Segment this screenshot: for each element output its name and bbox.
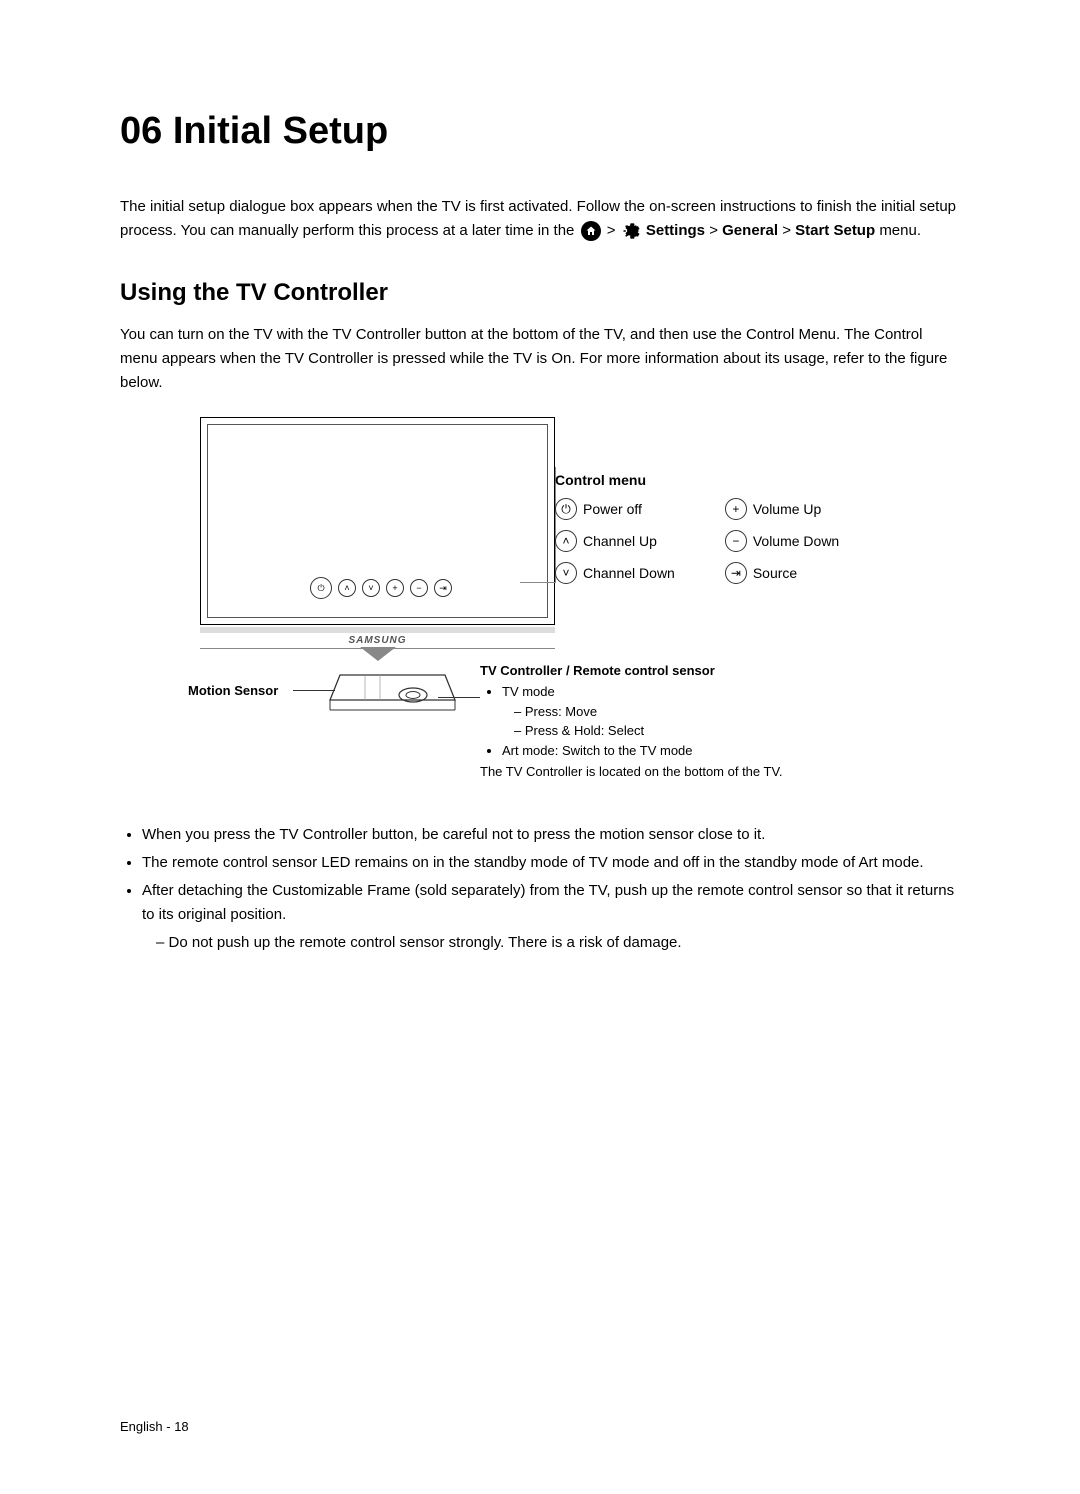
path-sep-1: >: [607, 222, 620, 239]
note-a: The: [480, 764, 506, 779]
control-item-chup: ˄ Channel Up: [555, 530, 675, 552]
list-item: When you press the TV Controller button,…: [142, 823, 960, 847]
tv-mode-label: TV mode: [502, 684, 555, 699]
tv-stand: [360, 647, 396, 661]
controller-title: TV Controller / Remote control sensor: [480, 663, 960, 678]
controller-leader-line: [438, 697, 480, 698]
art-mode-bold: Art mode: [502, 743, 555, 758]
sensor-detail-diagram: [325, 665, 460, 717]
leader-line-h: [520, 582, 556, 583]
menu-source-icon: ⇥: [434, 579, 452, 597]
list-item: Do not push up the remote control sensor…: [156, 931, 960, 955]
path-general: General: [722, 222, 778, 239]
subpara-1c: appears when the TV Controller is presse…: [120, 350, 947, 391]
b1b: TV Controller: [279, 826, 367, 843]
tv-frame: ⏻ ˄ ˅ + − ⇥: [200, 417, 555, 625]
control-label: Volume Down: [753, 533, 839, 549]
control-menu-title: Control menu: [555, 472, 839, 488]
list-item: TV mode Press: Move Press & Hold: Select: [502, 682, 960, 741]
control-label: Channel Down: [583, 565, 675, 581]
plus-icon: +: [725, 498, 747, 520]
control-menu-block: Control menu ⏻ Power off + Volume Up ˄ C…: [555, 472, 839, 584]
note-b: TV Controller: [506, 764, 583, 779]
menu-down-icon: ˅: [362, 579, 380, 597]
chev-up-icon: ˄: [555, 530, 577, 552]
path-sep-2: >: [709, 222, 722, 239]
menu-plus-icon: +: [386, 579, 404, 597]
path-settings: Settings: [646, 222, 705, 239]
intro-menu-suffix: menu.: [879, 222, 921, 239]
figure-area: ⏻ ˄ ˅ + − ⇥ SAMSUNG Control menu ⏻ Power…: [120, 417, 960, 807]
chev-down-icon: ˅: [555, 562, 577, 584]
path-sep-3: >: [782, 222, 795, 239]
control-item-power: ⏻ Power off: [555, 498, 675, 520]
source-icon: ⇥: [725, 562, 747, 584]
samsung-label: SAMSUNG: [200, 627, 555, 649]
motion-sensor-label: Motion Sensor: [188, 683, 278, 698]
control-grid: ⏻ Power off + Volume Up ˄ Channel Up − V…: [555, 498, 839, 584]
note-c: is located on the bottom of the TV.: [582, 764, 782, 779]
list-item: The remote control sensor LED remains on…: [142, 851, 960, 875]
subpara-1b: button at the bottom of the TV, and then…: [421, 326, 874, 343]
list-item: After detaching the Customizable Frame (…: [142, 879, 960, 955]
b1a: When you press the: [142, 826, 279, 843]
menu-minus-icon: −: [410, 579, 428, 597]
control-item-volup: + Volume Up: [725, 498, 839, 520]
control-label: Volume Up: [753, 501, 821, 517]
control-label: Source: [753, 565, 797, 581]
control-item-source: ⇥ Source: [725, 562, 839, 584]
power-icon: ⏻: [555, 498, 577, 520]
control-label: Channel Up: [583, 533, 657, 549]
controller-list: TV mode Press: Move Press & Hold: Select…: [480, 682, 960, 760]
control-label: Power off: [583, 501, 642, 517]
path-start-setup: Start Setup: [795, 222, 875, 239]
b1c: button, be careful not to press the moti…: [368, 826, 766, 843]
onscreen-menu-strip: ⏻ ˄ ˅ + − ⇥: [310, 577, 452, 599]
subheading: Using the TV Controller: [120, 279, 960, 307]
controller-note: The TV Controller is located on the bott…: [480, 764, 960, 779]
home-icon: [581, 221, 601, 241]
menu-power-icon: ⏻: [310, 577, 332, 599]
control-item-chdown: ˅ Channel Down: [555, 562, 675, 584]
page-footer: English - 18: [120, 1419, 189, 1434]
control-item-voldown: − Volume Down: [725, 530, 839, 552]
art-mode-text: : Switch to the TV mode: [555, 743, 693, 758]
list-item: Art mode: Switch to the TV mode: [502, 741, 960, 761]
menu-up-icon: ˄: [338, 579, 356, 597]
bullet-list: When you press the TV Controller button,…: [120, 823, 960, 955]
list-item: Press: Move: [514, 702, 960, 722]
controller-block: TV Controller / Remote control sensor TV…: [480, 663, 960, 779]
subpara-1a: You can turn on the TV with the: [120, 326, 332, 343]
tv-screen: ⏻ ˄ ˅ + − ⇥: [207, 424, 548, 618]
intro-paragraph: The initial setup dialogue box appears w…: [120, 195, 960, 243]
sub-paragraph: You can turn on the TV with the TV Contr…: [120, 323, 960, 395]
tv-controller-bold: TV Controller: [332, 326, 420, 343]
b3: After detaching the Customizable Frame (…: [142, 882, 954, 923]
list-item: Press & Hold: Select: [514, 721, 960, 741]
page-heading: 06 Initial Setup: [120, 110, 960, 153]
minus-icon: −: [725, 530, 747, 552]
gear-icon: [622, 222, 640, 240]
